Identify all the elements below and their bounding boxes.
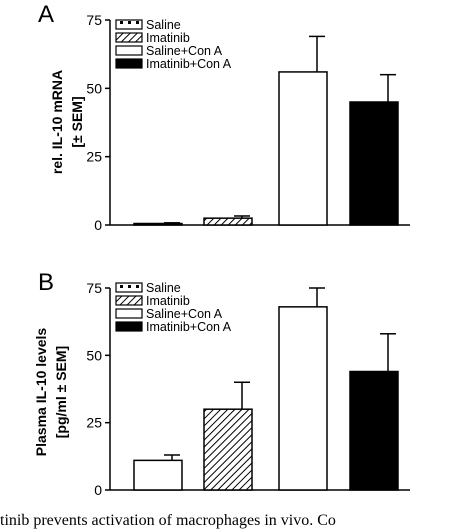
legend-swatch [115,321,143,332]
bar-1 [133,459,183,491]
legend-label: Imatinib+Con A [146,320,232,334]
legend-label: Imatinib [146,31,190,45]
legend-label: Saline+Con A [146,44,223,58]
bar-4 [349,370,399,491]
figure-caption: tinib prevents activation of macrophages… [0,512,336,529]
panel-letter: B [38,269,54,296]
y-tick-label: 25 [86,415,102,431]
legend-swatch [115,58,143,69]
y-tick-label: 0 [94,217,102,233]
legend-label: Saline+Con A [146,307,223,321]
y-tick-label: 75 [86,12,102,28]
y-axis-label: [pg/ml ± SEM] [53,346,69,438]
bar-2 [203,217,253,226]
legend-swatch [115,308,143,319]
legend-label: Saline [146,18,181,32]
legend-label: Imatinib+Con A [146,57,232,71]
y-tick-label: 50 [86,80,102,96]
y-axis-label: Plasma IL-10 levels [33,328,49,457]
bar-3 [278,71,328,226]
bar-3 [278,306,328,491]
panel-b: B 0 25 50 75 Plasma IL-10 levels [pg/ml ± SEM]… [33,269,410,498]
bar-4 [349,101,399,226]
legend-swatch [115,19,143,30]
panel-letter: A [38,1,54,28]
legend-label: Saline [146,281,181,295]
legend-swatch [115,32,143,43]
legend-swatch [115,295,143,306]
legend-swatch [115,45,143,56]
y-axis-label: rel. IL-10 mRNA [49,70,65,174]
y-tick-label: 0 [94,482,102,498]
legend-swatch [115,282,143,293]
y-tick-label: 75 [86,280,102,296]
y-tick-label: 50 [86,347,102,363]
legend-label: Imatinib [146,294,190,308]
y-tick-label: 25 [86,149,102,165]
bar-1 [133,222,183,226]
bar-2 [203,408,253,491]
y-axis-label: [± SEM] [69,96,85,147]
